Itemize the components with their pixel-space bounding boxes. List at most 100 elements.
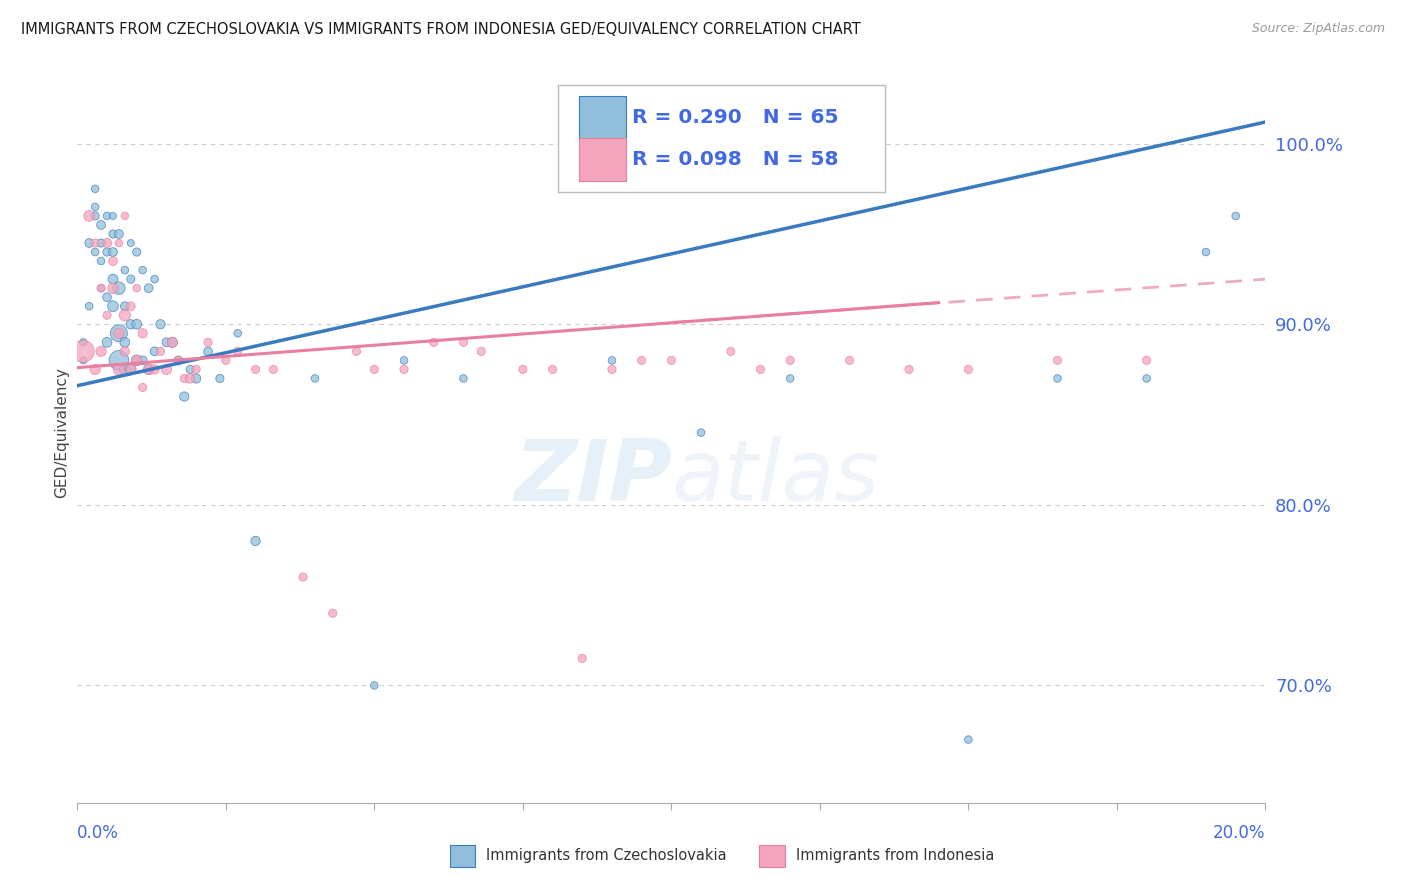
Point [90,254,112,268]
Point [131,353,153,368]
Point [453,335,475,350]
Point [173,390,195,404]
Point [101,254,124,268]
Point [167,353,190,368]
Point [131,380,153,394]
Point [114,335,136,350]
Point [114,299,136,313]
FancyBboxPatch shape [558,85,886,192]
Point [453,371,475,385]
Point [96,308,118,322]
Point [779,353,801,368]
Point [108,227,131,241]
Point [138,362,160,376]
Point [120,272,142,286]
Point [179,371,201,385]
Point [208,371,231,385]
Text: Immigrants from Czechoslovakia: Immigrants from Czechoslovakia [486,848,727,863]
Point [1135,353,1157,368]
Text: ZIP: ZIP [513,435,672,518]
Point [346,344,368,359]
Point [96,245,118,260]
Point [108,326,131,341]
Point [162,335,184,350]
Point [90,281,112,295]
Point [138,362,160,376]
Point [131,263,153,277]
Point [957,362,980,376]
Point [120,362,142,376]
Point [125,353,148,368]
Point [90,235,112,250]
Point [512,362,534,376]
Point [173,371,195,385]
Point [149,344,172,359]
Point [120,235,142,250]
Point [77,235,100,250]
Point [392,362,415,376]
Point [101,209,124,223]
Text: 20.0%: 20.0% [1213,824,1265,842]
Point [120,318,142,332]
Point [304,371,326,385]
Point [96,290,118,304]
Point [96,335,118,350]
Point [720,344,742,359]
Point [96,235,118,250]
Point [125,318,148,332]
Point [541,362,564,376]
Point [120,362,142,376]
Point [108,281,131,295]
Point [84,362,107,376]
Point [838,353,860,368]
Point [155,335,177,350]
Point [422,335,444,350]
Point [114,308,136,322]
Point [77,209,100,223]
Point [114,362,136,376]
Point [245,362,267,376]
Point [72,353,94,368]
Point [1135,371,1157,385]
Point [108,362,131,376]
Point [84,200,107,214]
Point [101,299,124,313]
Text: Source: ZipAtlas.com: Source: ZipAtlas.com [1251,22,1385,36]
Point [600,362,623,376]
Point [108,326,131,341]
Point [162,335,184,350]
Point [1225,209,1247,223]
Point [197,335,219,350]
Point [90,218,112,232]
Text: R = 0.290   N = 65: R = 0.290 N = 65 [633,108,838,127]
Point [186,371,208,385]
Point [226,344,249,359]
Point [125,353,148,368]
Point [1195,245,1218,260]
Point [898,362,921,376]
Point [84,235,107,250]
Point [114,209,136,223]
Point [322,606,344,620]
Text: Immigrants from Indonesia: Immigrants from Indonesia [796,848,994,863]
Point [114,344,136,359]
Point [630,353,652,368]
Point [245,533,267,548]
Point [1046,371,1069,385]
Point [77,299,100,313]
FancyBboxPatch shape [579,95,626,138]
Point [125,245,148,260]
Point [262,362,284,376]
Point [84,245,107,260]
Point [125,281,148,295]
Point [72,344,94,359]
Point [155,362,177,376]
Point [90,281,112,295]
Point [108,235,131,250]
Point [101,272,124,286]
Point [749,362,772,376]
Point [101,227,124,241]
Point [90,344,112,359]
Point [72,335,94,350]
Point [779,371,801,385]
